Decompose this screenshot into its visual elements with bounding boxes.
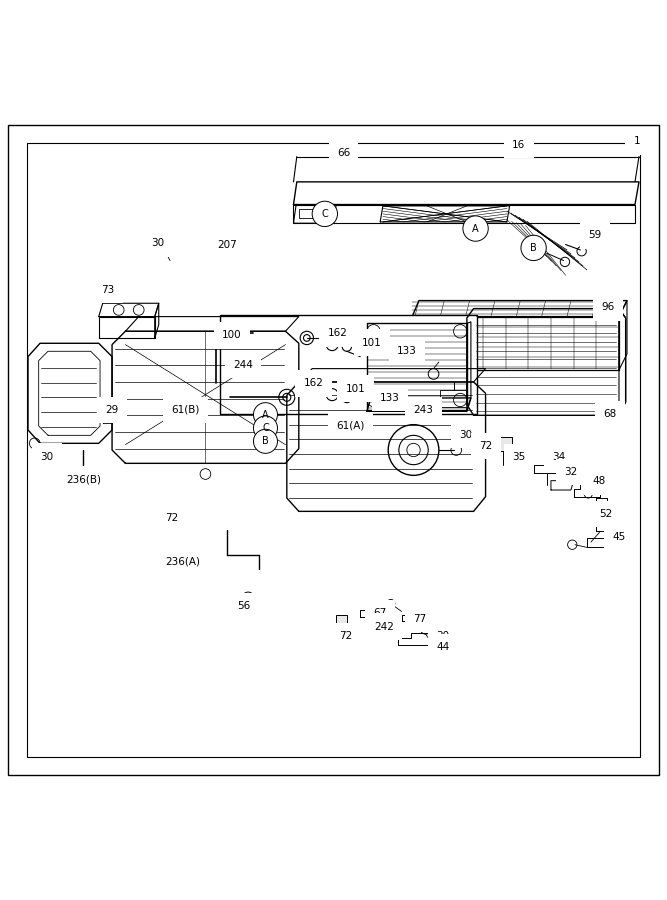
Polygon shape [412, 301, 627, 317]
Text: 72: 72 [339, 631, 352, 641]
Text: 45: 45 [612, 532, 626, 542]
Polygon shape [28, 343, 112, 444]
Polygon shape [440, 390, 467, 407]
Circle shape [253, 402, 277, 427]
Bar [336, 616, 347, 629]
Text: 30: 30 [151, 238, 164, 248]
Text: 29: 29 [105, 405, 119, 415]
Text: 1: 1 [634, 136, 640, 146]
Polygon shape [99, 317, 155, 338]
Polygon shape [293, 204, 635, 223]
Polygon shape [596, 498, 607, 531]
Polygon shape [299, 369, 486, 382]
Text: 52: 52 [599, 509, 612, 519]
Bar [494, 436, 512, 451]
Text: A: A [262, 410, 269, 419]
Polygon shape [551, 481, 574, 490]
Text: 35: 35 [512, 453, 526, 463]
Text: B: B [262, 436, 269, 446]
Text: 59: 59 [588, 230, 602, 240]
Text: 236(B): 236(B) [67, 474, 101, 484]
Text: 73: 73 [101, 285, 115, 295]
Polygon shape [293, 182, 639, 204]
Text: 72: 72 [479, 441, 492, 451]
Circle shape [312, 202, 338, 227]
Polygon shape [367, 323, 467, 410]
Polygon shape [367, 398, 471, 411]
Polygon shape [412, 317, 619, 370]
Text: 61(B): 61(B) [171, 405, 199, 415]
Polygon shape [99, 303, 159, 317]
Text: 34: 34 [552, 453, 566, 463]
Text: 30: 30 [40, 452, 53, 462]
Bar [299, 209, 325, 218]
Polygon shape [574, 477, 600, 497]
Polygon shape [467, 309, 626, 415]
Text: 242: 242 [374, 622, 394, 632]
Polygon shape [293, 204, 336, 223]
Polygon shape [287, 382, 486, 511]
Polygon shape [380, 206, 510, 222]
Text: C: C [321, 209, 328, 219]
Text: 44: 44 [436, 643, 450, 652]
Text: 244: 244 [233, 360, 253, 370]
Text: 67: 67 [374, 608, 387, 618]
Circle shape [253, 416, 277, 440]
Bar [371, 619, 384, 630]
Text: 61(A): 61(A) [337, 420, 365, 430]
Text: 133: 133 [397, 346, 417, 356]
Text: A: A [472, 223, 479, 234]
Text: 162: 162 [303, 378, 323, 388]
Text: 77: 77 [414, 614, 427, 624]
Text: 30: 30 [459, 429, 472, 440]
Polygon shape [125, 317, 299, 331]
Polygon shape [467, 322, 471, 410]
Polygon shape [534, 456, 560, 472]
Text: 16: 16 [512, 140, 526, 149]
Text: 162: 162 [327, 328, 348, 338]
Polygon shape [587, 530, 624, 547]
Text: 30: 30 [436, 631, 450, 641]
Text: 101: 101 [362, 338, 382, 347]
Text: 236(A): 236(A) [165, 556, 200, 566]
Text: 68: 68 [604, 409, 617, 419]
Text: 96: 96 [602, 302, 615, 312]
Bar [172, 508, 183, 522]
Text: C: C [262, 423, 269, 433]
Text: 56: 56 [237, 601, 251, 611]
Circle shape [463, 216, 488, 241]
Bar [220, 315, 477, 414]
Circle shape [521, 235, 546, 261]
Text: 100: 100 [222, 330, 242, 340]
Polygon shape [112, 331, 299, 464]
Text: 133: 133 [380, 393, 400, 403]
Text: 207: 207 [217, 239, 237, 249]
Circle shape [253, 429, 277, 454]
Text: 243: 243 [414, 405, 434, 415]
Polygon shape [398, 633, 430, 644]
Polygon shape [155, 303, 159, 338]
Text: 66: 66 [337, 148, 350, 157]
Polygon shape [619, 309, 626, 415]
Text: 32: 32 [564, 467, 578, 477]
Bar [479, 438, 491, 450]
Text: B: B [530, 243, 537, 253]
Text: 48: 48 [592, 476, 606, 486]
Polygon shape [619, 301, 627, 370]
Text: 72: 72 [165, 513, 179, 523]
Text: 101: 101 [346, 383, 366, 393]
